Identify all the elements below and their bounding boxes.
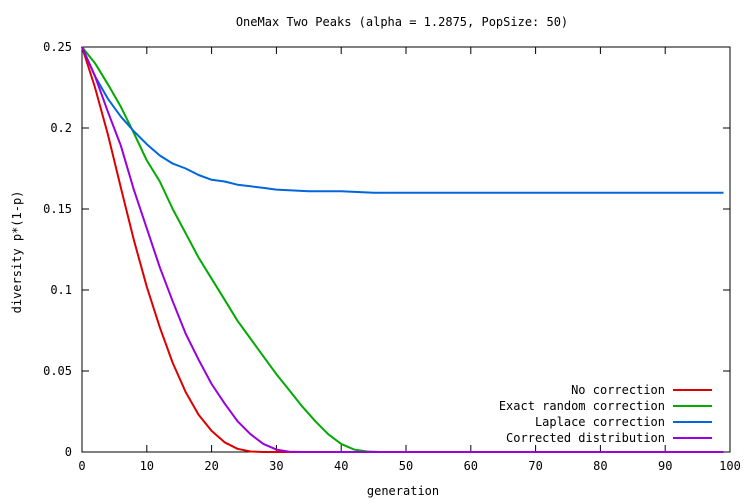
x-tick-label: 60 bbox=[464, 459, 478, 473]
y-tick-label: 0.05 bbox=[43, 364, 72, 378]
legend-label-laplace-correction: Laplace correction bbox=[535, 415, 665, 429]
x-tick-label: 10 bbox=[140, 459, 154, 473]
y-tick-label: 0.25 bbox=[43, 40, 72, 54]
x-tick-label: 40 bbox=[334, 459, 348, 473]
y-tick-label: 0.1 bbox=[50, 283, 72, 297]
legend-label-exact-random-correction: Exact random correction bbox=[499, 399, 665, 413]
x-tick-label: 90 bbox=[658, 459, 672, 473]
series-line-laplace-correction bbox=[81, 46, 724, 194]
x-tick-label: 70 bbox=[528, 459, 542, 473]
chart-title: OneMax Two Peaks (alpha = 1.2875, PopSiz… bbox=[236, 15, 568, 29]
y-axis-label: diversity p*(1-p) bbox=[10, 191, 24, 314]
axis-ticks: 0 10 20 30 40 50 60 70 80 90 100 0 0.05 0.1 0.15 0.2 0.2… bbox=[43, 40, 741, 473]
x-tick-label: 30 bbox=[269, 459, 283, 473]
x-tick-label: 20 bbox=[204, 459, 218, 473]
x-tick-label: 50 bbox=[399, 459, 413, 473]
y-tick-label: 0 bbox=[65, 445, 72, 459]
x-tick-label: 80 bbox=[593, 459, 607, 473]
legend-label-no-correction: No correction bbox=[571, 383, 665, 397]
y-tick-label: 0.2 bbox=[50, 121, 72, 135]
series-line-corrected-distribution bbox=[81, 46, 724, 453]
x-axis-label: generation bbox=[367, 484, 439, 498]
legend: No correction Exact random correction Lapl… bbox=[499, 383, 712, 445]
legend-label-corrected-distribution: Corrected distribution bbox=[506, 431, 665, 445]
x-tick-label: 100 bbox=[719, 459, 741, 473]
y-tick-label: 0.15 bbox=[43, 202, 72, 216]
x-tick-label: 0 bbox=[78, 459, 85, 473]
series-lines bbox=[81, 46, 724, 453]
